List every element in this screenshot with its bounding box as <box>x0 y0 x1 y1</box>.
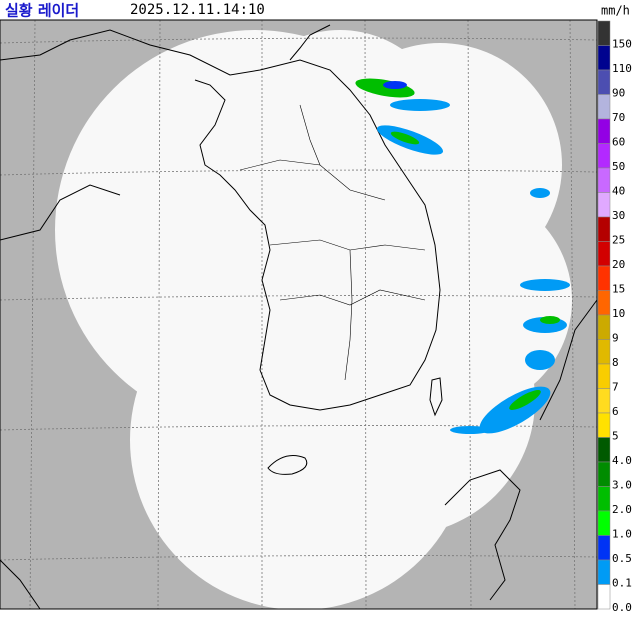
legend-swatch <box>597 339 611 365</box>
legend-label: 2.0 <box>612 503 632 516</box>
legend-swatch <box>597 388 611 414</box>
legend-label: 110 <box>612 62 632 75</box>
legend-label: 20 <box>612 258 625 271</box>
legend: 150 110 90 70 60 50 40 30 25 20 15 10 9 8 7 6 5 4.0 3.0 2.0… <box>597 20 632 614</box>
legend-swatch <box>597 510 611 536</box>
legend-swatch <box>597 584 611 610</box>
legend-label: 90 <box>612 87 625 100</box>
legend-label: 15 <box>612 283 625 296</box>
legend-swatch <box>597 216 611 242</box>
legend-label: 8 <box>612 356 619 369</box>
legend-label: 5 <box>612 430 619 443</box>
legend-label: 70 <box>612 111 625 124</box>
timestamp: 2025.12.11.14:10 <box>130 2 265 18</box>
map <box>0 19 598 610</box>
legend-label: 50 <box>612 160 625 173</box>
legend-label: 0.5 <box>612 552 632 565</box>
legend-swatch <box>597 486 611 512</box>
legend-label: 3.0 <box>612 479 632 492</box>
legend-label: 10 <box>612 307 625 320</box>
legend-label: 6 <box>612 405 619 418</box>
legend-swatch <box>597 45 611 71</box>
legend-swatch <box>597 94 611 120</box>
legend-label: 150 <box>612 38 632 51</box>
legend-swatch <box>597 265 611 291</box>
legend-swatch <box>597 20 611 46</box>
legend-swatch <box>597 559 611 585</box>
legend-swatch <box>597 535 611 561</box>
coastline <box>0 24 598 610</box>
legend-label: 9 <box>612 332 619 345</box>
legend-label: 30 <box>612 209 625 222</box>
legend-swatch <box>597 290 611 316</box>
legend-swatch <box>597 118 611 144</box>
precipitation <box>355 78 570 434</box>
legend-swatch <box>597 412 611 438</box>
radar-coverage <box>55 30 572 610</box>
province-borders <box>239 104 426 381</box>
legend-swatch <box>597 363 611 389</box>
legend-unit: mm/h <box>601 4 630 18</box>
legend-label: 4.0 <box>612 454 632 467</box>
legend-swatch <box>597 192 611 218</box>
legend-swatch <box>597 143 611 169</box>
legend-swatch <box>597 461 611 487</box>
legend-swatch <box>597 69 611 95</box>
legend-swatch <box>597 241 611 267</box>
legend-label: 0.1 <box>612 577 632 590</box>
legend-label: 25 <box>612 234 625 247</box>
legend-swatch <box>597 437 611 463</box>
legend-label: 60 <box>612 136 625 149</box>
legend-label: 7 <box>612 381 619 394</box>
legend-swatch <box>597 314 611 340</box>
page-title: 실황 레이더 <box>5 2 79 20</box>
legend-label: 1.0 <box>612 528 632 541</box>
legend-swatch <box>597 167 611 193</box>
legend-label: 40 <box>612 185 625 198</box>
map-frame <box>0 19 598 610</box>
legend-label: 0.0 <box>612 601 632 614</box>
